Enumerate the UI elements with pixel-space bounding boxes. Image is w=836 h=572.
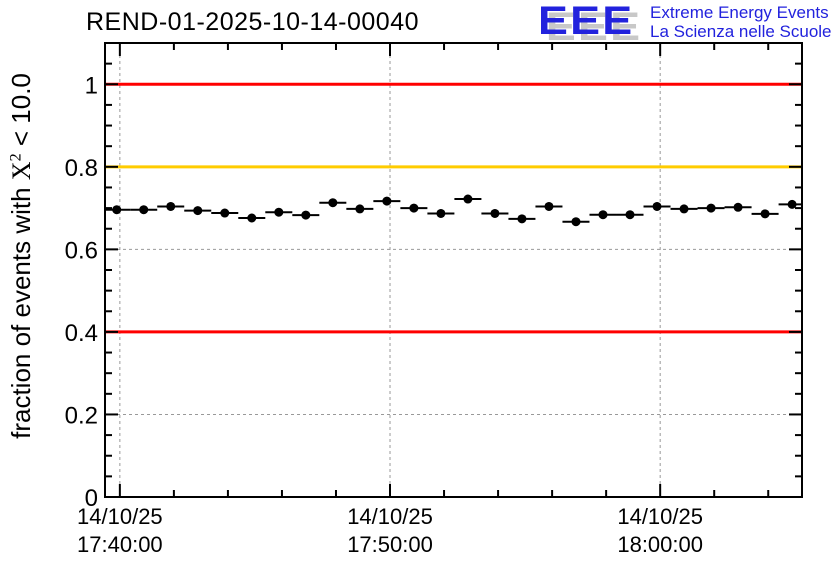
logo-tagline-italian: La Scienza nelle Scuole [650,22,832,41]
x-tick-label-time: 18:00:00 [617,532,703,557]
eee-logo-acronym: EEE [538,0,635,43]
data-point [571,217,581,227]
data-point [139,205,149,215]
x-tick-label-date: 14/10/25 [347,504,433,529]
y-tick-label: 0.2 [65,402,98,429]
y-tick-label: 0.6 [65,237,98,264]
logo-tagline-english: Extreme Energy Events [650,3,829,22]
data-point [652,201,662,211]
data-point [166,201,176,211]
data-point [409,203,419,213]
data-point [328,198,338,208]
x-tick-label-time: 17:40:00 [77,532,163,557]
data-point [625,210,635,220]
plot-frame [104,42,803,498]
data-point [706,203,716,213]
y-tick-label: 0.4 [65,320,98,347]
y-tick-label: 0 [85,485,98,512]
plot-title: REND-01-2025-10-14-00040 [86,8,420,36]
data-point [598,210,608,220]
y-tick-label: 0.8 [65,155,98,182]
eee-logo: EEE Extreme Energy Events La Scienza nel… [538,0,832,43]
data-point [220,208,230,218]
data-point [463,194,473,204]
data-point [355,204,365,214]
data-point [301,210,311,220]
x-tick-label-date: 14/10/25 [617,504,703,529]
data-point [274,207,284,217]
data-point [787,199,797,209]
data-point [760,209,770,219]
data-point [679,204,689,214]
data-point [112,205,122,215]
data-point [193,206,203,216]
data-point [544,201,554,211]
data-point [490,208,500,218]
x-tick-label-date: 14/10/25 [77,504,163,529]
data-point [436,208,446,218]
data-point [517,214,527,224]
data-point [733,202,743,212]
data-point [382,196,392,206]
x-tick-label-time: 17:50:00 [347,532,433,557]
data-point [247,213,257,223]
y-tick-label: 1 [85,72,98,99]
eee-logo-taglines: Extreme Energy Events La Scienza nelle S… [650,3,831,41]
